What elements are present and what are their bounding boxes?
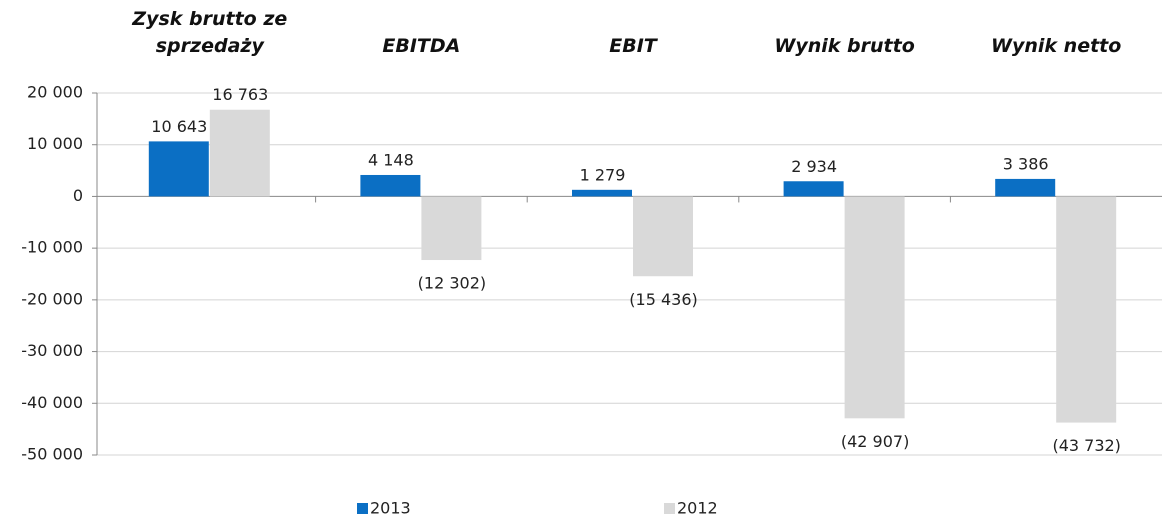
value-label: 10 643 xyxy=(151,117,207,136)
category-label: EBIT xyxy=(609,35,657,57)
value-label: (42 907) xyxy=(841,432,909,451)
value-label: 3 386 xyxy=(1003,154,1049,173)
value-label: 4 148 xyxy=(368,150,414,169)
bar xyxy=(995,178,1056,197)
bar xyxy=(1056,196,1117,423)
legend-swatch xyxy=(664,503,675,514)
category-label: EBITDA xyxy=(382,35,461,57)
value-label: (12 302) xyxy=(418,274,486,293)
bar xyxy=(421,196,482,261)
category-label: Zysk brutto ze sprzedaży xyxy=(132,8,288,57)
bar xyxy=(844,196,905,419)
bar xyxy=(360,174,421,197)
value-label: 1 279 xyxy=(580,165,626,184)
bar xyxy=(783,181,844,197)
y-tick-label: 0 xyxy=(73,186,83,205)
y-tick-label: -20 000 xyxy=(21,289,83,308)
category-label: Wynik netto xyxy=(991,35,1122,57)
value-label: 16 763 xyxy=(212,85,268,104)
y-tick-label: -40 000 xyxy=(21,393,83,412)
bar xyxy=(633,196,693,277)
category-label: Wynik brutto xyxy=(774,35,915,57)
y-tick-label: 20 000 xyxy=(27,83,83,102)
value-label: 2 934 xyxy=(791,157,837,176)
value-label: (15 436) xyxy=(629,290,697,309)
bar xyxy=(572,189,632,197)
y-tick-label: 10 000 xyxy=(27,134,83,153)
legend-swatch xyxy=(357,503,368,514)
legend-label: 2012 xyxy=(677,499,718,518)
y-tick-label: -30 000 xyxy=(21,341,83,360)
legend-label: 2013 xyxy=(370,499,411,518)
bar xyxy=(209,109,270,197)
value-label: (43 732) xyxy=(1052,436,1120,455)
y-tick-label: -50 000 xyxy=(21,445,83,464)
y-tick-label: -10 000 xyxy=(21,238,83,257)
bar xyxy=(148,141,209,197)
